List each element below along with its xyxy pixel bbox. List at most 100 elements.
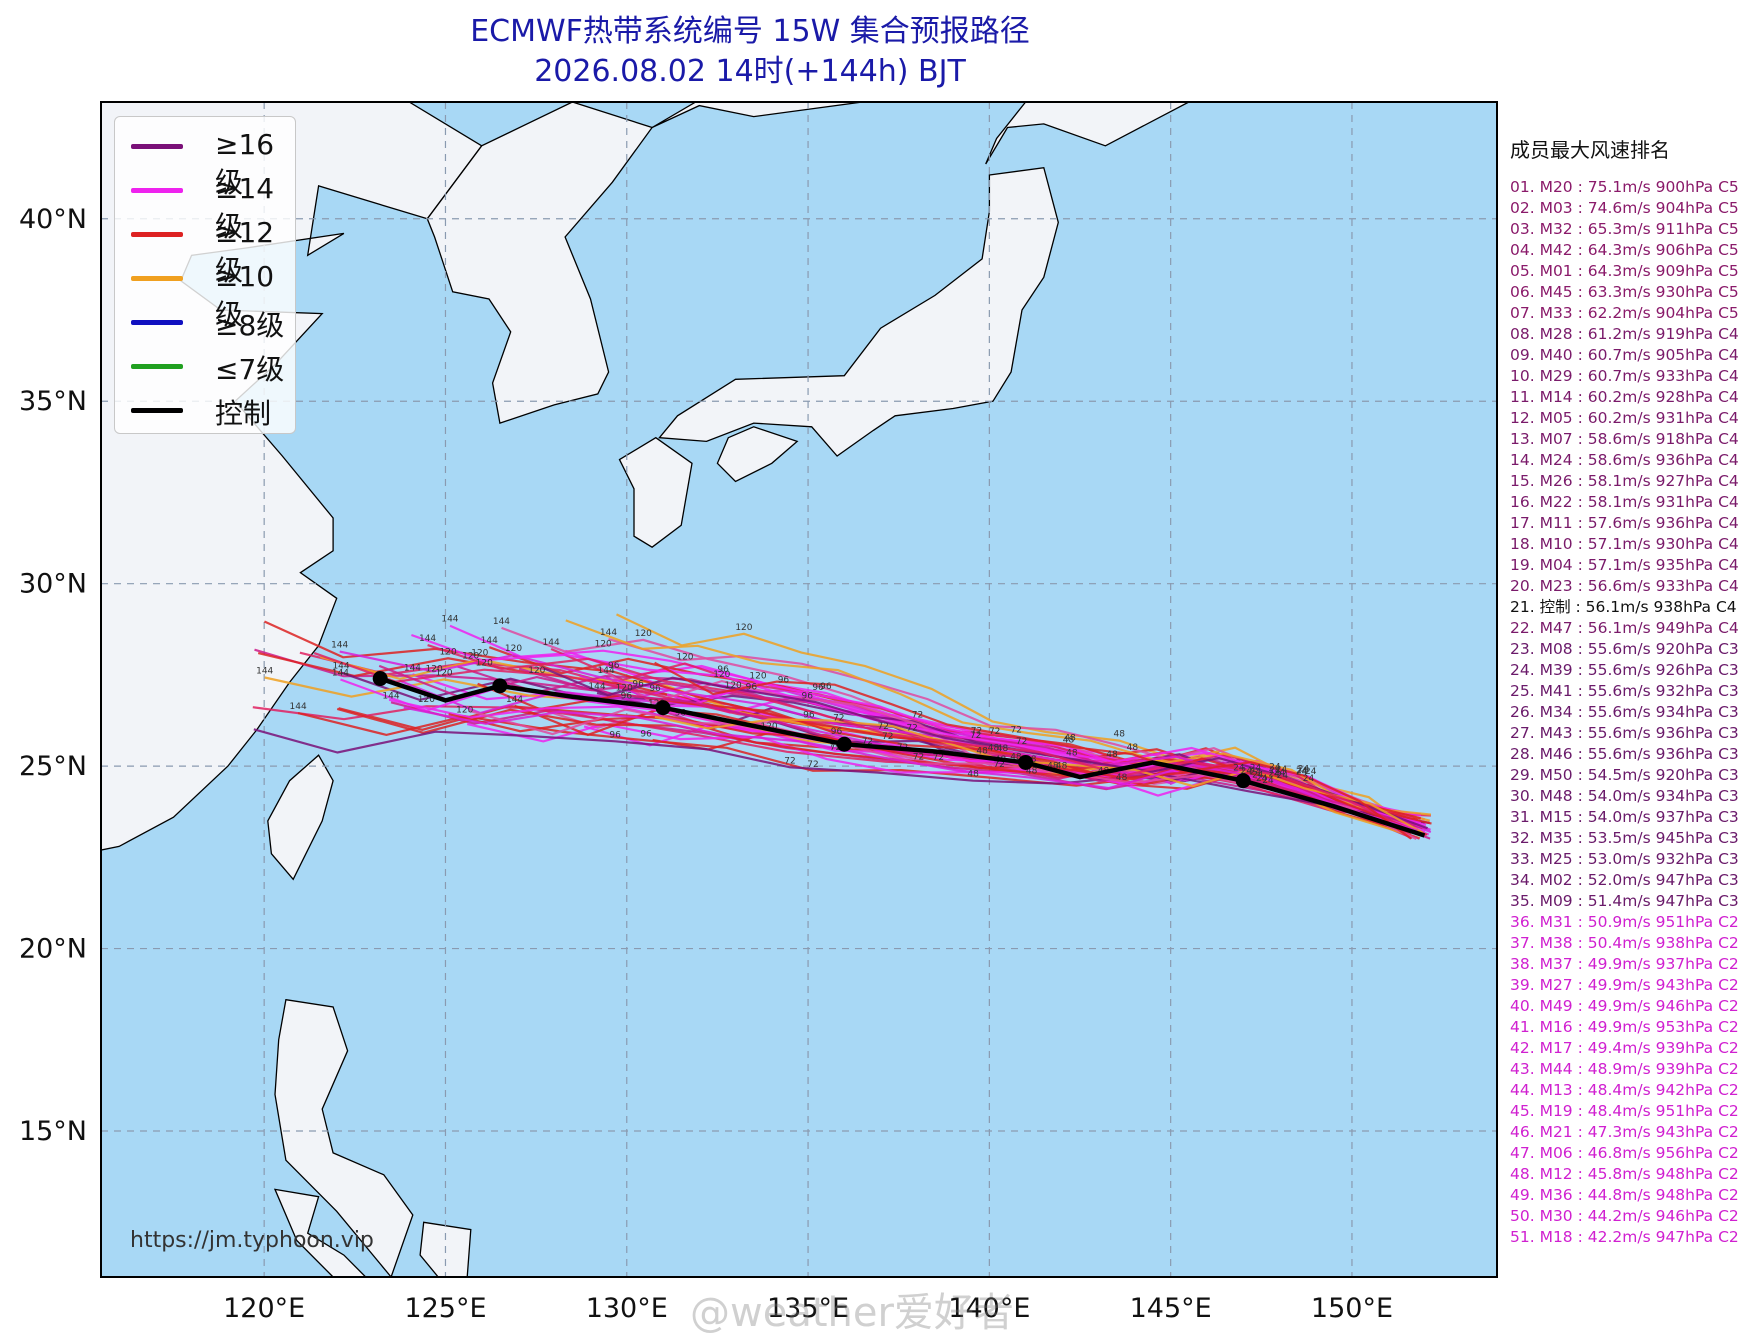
hour-label: 96 [649,684,661,694]
legend-swatch [131,276,183,281]
hour-label: 96 [640,729,652,739]
ranking-item: 46. M21 : 47.3m/s 943hPa C2 [1510,1123,1739,1141]
ranking-item: 36. M31 : 50.9m/s 951hPa C2 [1510,913,1739,931]
hour-label: 24 [1252,770,1264,780]
hour-label: 96 [812,683,824,693]
ranking-item: 30. M48 : 54.0m/s 934hPa C3 [1510,787,1739,805]
hour-label: 144 [506,695,523,705]
hour-label: 120 [749,671,766,681]
legend-swatch [131,364,183,369]
hour-label: 24 [1262,776,1274,786]
hour-label: 48 [1063,735,1075,745]
lat-tick-label: 40°N [19,204,87,235]
hour-label: 120 [676,653,693,663]
hour-label: 120 [418,695,435,705]
hour-label: 24 [1233,763,1245,773]
hour-label: 96 [609,730,621,740]
hour-label: 120 [462,651,479,661]
hour-label: 96 [608,661,620,671]
ranking-item: 48. M12 : 45.8m/s 948hPa C2 [1510,1165,1739,1183]
lon-tick-label: 145°E [1130,1293,1212,1324]
hour-label: 72 [913,753,924,763]
hour-label: 144 [419,634,436,644]
hour-label: 48 [1116,773,1128,783]
hour-label: 48 [1066,749,1078,759]
ranking-item: 26. M34 : 55.6m/s 934hPa C3 [1510,703,1739,721]
hour-label: 24 [1277,771,1289,781]
ranking-item: 47. M06 : 46.8m/s 956hPa C2 [1510,1144,1739,1162]
ranking-item: 23. M08 : 55.6m/s 920hPa C3 [1510,640,1739,658]
ranking-item: 31. M15 : 54.0m/s 937hPa C3 [1510,808,1739,826]
ensemble-track [427,644,1422,837]
legend: ≥16级 ≥14级 ≥12级 ≥10级 ≥8级 ≤7级 控制 [114,116,296,434]
hour-label: 48 [997,744,1009,754]
hour-label: 48 [967,770,979,780]
legend-item: ≤7级 [123,345,293,386]
ranking-item: 32. M35 : 53.5m/s 945hPa C3 [1510,829,1739,847]
hour-label: 120 [440,647,457,657]
ranking-item: 42. M17 : 49.4m/s 939hPa C2 [1510,1039,1739,1057]
control-track-line [379,676,1426,838]
hour-label: 120 [735,623,752,633]
map-frame [100,101,1498,1278]
control-track-marker [492,678,508,694]
control-track-marker [372,671,388,687]
ranking-item: 16. M22 : 58.1m/s 931hPa C4 [1510,493,1739,511]
ranking-item: 21. 控制 : 56.1m/s 938hPa C4 [1510,598,1737,616]
ensemble-track [608,638,1414,819]
ranking-item: 14. M24 : 58.6m/s 936hPa C4 [1510,451,1739,469]
legend-label: ≥14级 [215,172,275,243]
land-kyushu [618,436,693,548]
ranking-item: 06. M45 : 63.3m/s 930hPa C5 [1510,283,1739,301]
hour-label: 48 [988,744,1000,754]
control-track-marker [836,736,852,752]
hour-label: 144 [481,636,498,646]
ranking-item: 22. M47 : 56.1m/s 949hPa C4 [1510,619,1739,637]
ranking-title: 成员最大风速排名 [1510,138,1670,162]
hour-label: 120 [725,681,742,691]
hour-label: 48 [1106,750,1118,760]
land-honshu [658,166,1059,457]
hour-label: 120 [435,668,452,678]
hour-label: 144 [493,617,510,627]
hour-label: 144 [600,628,617,638]
ranking-item: 18. M10 : 57.1m/s 930hPa C4 [1510,535,1739,553]
lon-tick-label: 150°E [1311,1293,1393,1324]
hour-label: 48 [1064,733,1076,743]
hour-label: 96 [802,691,814,701]
ranking-item: 38. M37 : 49.9m/s 937hPa C2 [1510,955,1739,973]
hour-label: 48 [1127,743,1139,753]
ranking-item: 03. M32 : 65.3m/s 911hPa C5 [1510,220,1739,238]
ensemble-track [654,715,1424,834]
hour-label: 48 [1010,753,1022,763]
hour-label: 120 [528,666,545,676]
hour-label: 24 [1269,762,1281,772]
hour-label: 72 [970,731,981,741]
lon-tick-label: 135°E [767,1293,849,1324]
legend-item: ≥10级 [123,257,293,331]
legend-swatch [131,144,183,149]
ranking-item: 37. M38 : 50.4m/s 938hPa C2 [1510,934,1739,952]
ranking-item: 40. M49 : 49.9m/s 946hPa C2 [1510,997,1739,1015]
land-russia-coast [651,102,863,129]
ranking-item: 20. M23 : 56.6m/s 933hPa C4 [1510,577,1739,595]
hour-label: 72 [912,710,923,720]
hour-label: 72 [830,743,841,753]
control-track-marker [1018,754,1034,770]
ranking-item: 25. M41 : 55.6m/s 932hPa C3 [1510,682,1739,700]
hour-label: 144 [332,669,349,679]
member-ranking-panel: 成员最大风速排名 01. M20 : 75.1m/s 900hPa C5 02. … [1510,134,1755,1248]
hour-label: 72 [993,760,1004,770]
hour-label: 144 [290,702,307,712]
hour-label: 96 [621,691,633,701]
legend-swatch [131,232,183,237]
hour-label: 120 [616,684,633,694]
hour-label: 72 [833,714,844,724]
hour-label: 144 [331,641,348,651]
hour-label: 96 [632,679,644,689]
land-taiwan [267,754,334,881]
legend-swatch [131,408,183,413]
land-layer [101,102,1190,1277]
control-track-marker [1235,773,1251,789]
